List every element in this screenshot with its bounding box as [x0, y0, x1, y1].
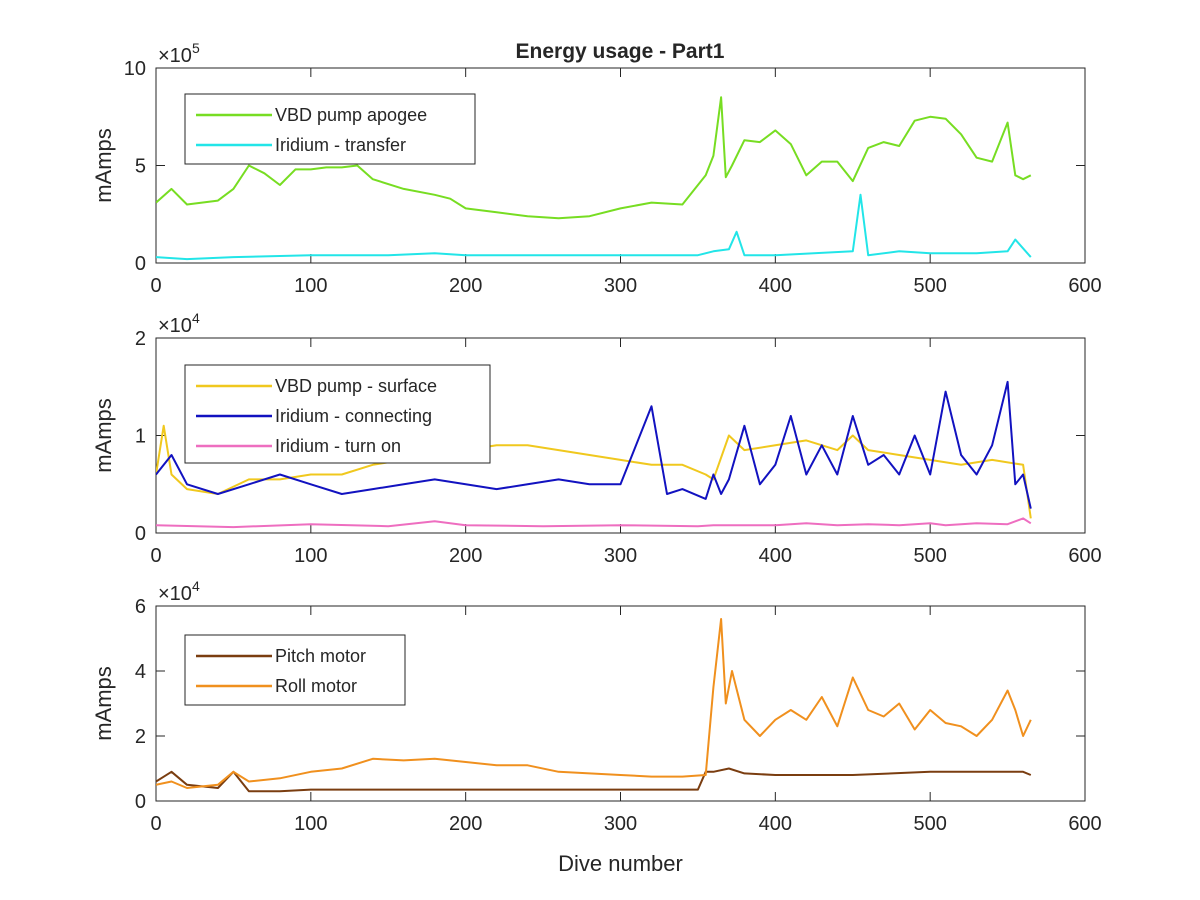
series-group [156, 380, 1032, 529]
legend-label: Iridium - transfer [275, 135, 406, 155]
x-tick-label: 100 [294, 813, 327, 835]
x-axis-label: Dive number [558, 851, 683, 876]
x-tick-label: 600 [1068, 275, 1101, 297]
y-exponent-label: ×104 [158, 578, 200, 605]
y-exponent-label: ×105 [158, 40, 200, 67]
y-tick-label: 2 [135, 328, 146, 350]
series-line-vbd-pump-apogee [156, 96, 1032, 220]
y-tick-label: 0 [135, 791, 146, 813]
x-tick-label: 100 [294, 275, 327, 297]
y-axis-label: mAmps [91, 128, 116, 203]
x-tick-label: 0 [150, 545, 161, 567]
x-tick-label: 200 [449, 813, 482, 835]
legend-label: Iridium - turn on [275, 436, 401, 456]
y-axis-label: mAmps [91, 666, 116, 741]
x-tick-label: 0 [150, 813, 161, 835]
x-tick-label: 500 [913, 275, 946, 297]
figure-title: Energy usage - Part1 [516, 40, 725, 63]
x-tick-label: 300 [604, 813, 637, 835]
legend-box [184, 93, 476, 165]
chart-panel-1: 0 100 200 300 400 500 600 0 5 10 ×105 mAmps VBD pump… [91, 40, 1102, 297]
x-tick-label: 400 [759, 275, 792, 297]
series-line-roll-motor [156, 618, 1032, 789]
series-line-iridium-connecting [156, 380, 1032, 509]
y-exponent-label: ×104 [158, 310, 200, 337]
y-axis-label: mAmps [91, 398, 116, 473]
series-line-vbd-pump-surface [156, 424, 1032, 519]
x-tick-label: 600 [1068, 813, 1101, 835]
legend: VBD pump - surface Iridium - connecting Ir… [184, 364, 491, 464]
x-tick-label: 500 [913, 813, 946, 835]
y-tick-label: 0 [135, 523, 146, 545]
chart-panel-2: 0 100 200 300 400 500 600 0 1 2 ×104 mAmps VBD pump … [91, 310, 1102, 567]
legend-label: Pitch motor [275, 646, 366, 666]
x-tick-label: 100 [294, 545, 327, 567]
x-tick-label: 200 [449, 545, 482, 567]
x-tick-label: 500 [913, 545, 946, 567]
x-tick-label: 400 [759, 813, 792, 835]
x-tick-label: 400 [759, 545, 792, 567]
y-tick-label: 1 [135, 426, 146, 448]
x-tick-label: 0 [150, 275, 161, 297]
y-tick-label: 2 [135, 726, 146, 748]
y-tick-label: 10 [124, 58, 146, 80]
legend: Pitch motor Roll motor [184, 634, 406, 706]
y-tick-label: 0 [135, 253, 146, 275]
x-tick-label: 300 [604, 275, 637, 297]
y-tick-label: 6 [135, 596, 146, 618]
series-group [156, 618, 1032, 793]
chart-panel-3: 0 100 200 300 400 500 600 0 2 4 6 ×104 mAmps Dive num… [91, 578, 1102, 876]
series-group [156, 96, 1032, 261]
x-tick-label: 200 [449, 275, 482, 297]
legend-label: VBD pump - surface [275, 376, 437, 396]
series-line-iridium-turn-on [156, 517, 1032, 529]
legend-label: Roll motor [275, 676, 357, 696]
legend-label: Iridium - connecting [275, 406, 432, 426]
legend-box [184, 634, 406, 706]
legend: VBD pump apogee Iridium - transfer [184, 93, 476, 165]
y-tick-label: 5 [135, 156, 146, 178]
series-line-iridium-transfer [156, 193, 1032, 261]
x-tick-label: 600 [1068, 545, 1101, 567]
legend-label: VBD pump apogee [275, 105, 427, 125]
x-tick-label: 300 [604, 545, 637, 567]
y-tick-label: 4 [135, 661, 146, 683]
